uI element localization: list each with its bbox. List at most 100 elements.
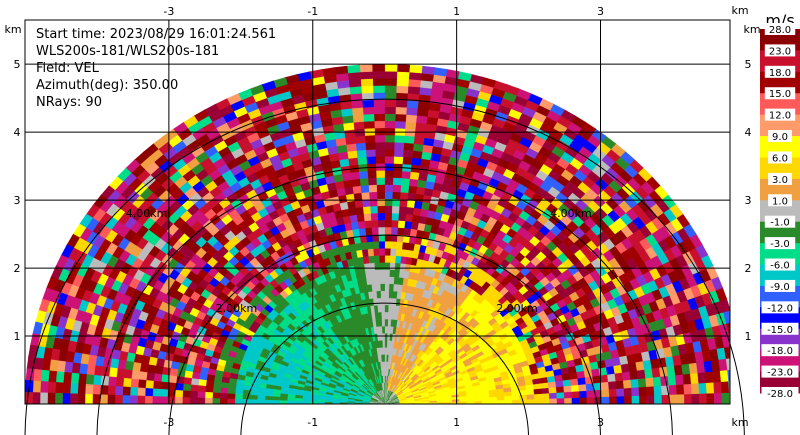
range-gate bbox=[54, 382, 64, 395]
y-tick-label-left: 3 bbox=[14, 194, 21, 207]
bottom-x-unit: km bbox=[731, 416, 748, 429]
colorbar-label-bg bbox=[761, 365, 799, 378]
colorbar-tick-label: 15.0 bbox=[769, 89, 791, 100]
range-gate bbox=[84, 393, 93, 404]
colorbar-label-bg bbox=[764, 87, 796, 100]
plot-frame bbox=[24, 19, 731, 405]
range-gate bbox=[234, 398, 243, 404]
colorbar-label-bg bbox=[764, 23, 796, 35]
range-gate bbox=[302, 401, 311, 404]
range-gate bbox=[383, 212, 392, 221]
colorbar-tick-label: 12.0 bbox=[769, 111, 791, 122]
range-gate bbox=[383, 85, 397, 93]
range-gate bbox=[144, 395, 153, 404]
colorbar-tick-label: -23.0 bbox=[767, 368, 793, 379]
range-gate bbox=[383, 127, 396, 136]
info-instrument: WLS200s-181/WLS200s-181 bbox=[36, 44, 219, 59]
range-gate bbox=[722, 308, 730, 324]
info-block: Start time: 2023/08/29 16:01:24.561 WLS2… bbox=[36, 27, 276, 110]
range-gate bbox=[47, 381, 56, 395]
range-gate bbox=[384, 297, 389, 306]
range-gate bbox=[77, 393, 86, 404]
colorbar-label-bg bbox=[764, 258, 796, 271]
colorbar-label-bg bbox=[761, 322, 799, 335]
colorbar-label-bg bbox=[768, 172, 792, 185]
range-gate bbox=[383, 255, 391, 263]
axis-ticks: -3 -3 -1 -1 1 1 3 3 1 1 2 2 3 3 4 4 5 5 bbox=[14, 5, 752, 429]
range-gate bbox=[391, 184, 402, 193]
range-gate bbox=[174, 389, 184, 399]
range-ring bbox=[240, 302, 529, 435]
range-gate bbox=[373, 141, 385, 150]
range-gate bbox=[32, 392, 41, 404]
colorbar-tick-label: -9.0 bbox=[770, 282, 790, 293]
colorbar-label-bg bbox=[761, 344, 799, 357]
range-gate bbox=[374, 170, 385, 178]
range-gate bbox=[392, 156, 404, 165]
range-gate bbox=[391, 191, 401, 200]
range-gate bbox=[129, 386, 139, 397]
range-gate bbox=[122, 386, 131, 397]
range-gate bbox=[624, 394, 633, 404]
range-gate bbox=[383, 120, 396, 129]
range-gate bbox=[374, 156, 385, 164]
range-gate bbox=[212, 398, 221, 404]
range-ring-label: 4.00km bbox=[126, 207, 168, 220]
range-gate bbox=[383, 141, 395, 150]
range-gate bbox=[129, 395, 138, 404]
range-gate bbox=[727, 368, 730, 382]
colorbar-tick-label: -6.0 bbox=[770, 261, 790, 272]
range-gate bbox=[394, 99, 408, 108]
range-gate bbox=[114, 386, 124, 397]
range-gate bbox=[725, 356, 730, 371]
range-gate bbox=[723, 344, 730, 359]
colorbar-label-bg bbox=[764, 279, 796, 292]
range-gate bbox=[317, 401, 325, 404]
right-y-unit: km bbox=[743, 23, 760, 36]
colorbar-tick-label: 23.0 bbox=[769, 46, 791, 57]
colorbar-tick-label: 1.0 bbox=[772, 196, 788, 207]
x-tick-label-bottom: 3 bbox=[597, 416, 604, 429]
range-gate bbox=[32, 380, 42, 395]
x-tick-label-bottom: -1 bbox=[307, 416, 318, 429]
info-azimuth: Azimuth(deg): 350.00 bbox=[36, 78, 178, 93]
range-gate bbox=[40, 369, 50, 384]
colorbar-label-bg bbox=[764, 215, 796, 228]
range-gate bbox=[684, 392, 693, 404]
range-ring-label: 2.00km bbox=[216, 302, 258, 315]
range-gate bbox=[359, 85, 374, 94]
range-gate bbox=[77, 383, 86, 396]
range-gate bbox=[25, 391, 33, 404]
colorbar-label-bg bbox=[768, 130, 792, 143]
colorbar-tick-label: 18.0 bbox=[769, 68, 791, 79]
range-gate bbox=[393, 113, 407, 122]
range-gate bbox=[394, 78, 409, 87]
range-gate bbox=[114, 394, 123, 404]
colorbar-label-bg bbox=[764, 44, 796, 57]
range-gate bbox=[357, 64, 373, 73]
range-gate bbox=[383, 78, 397, 86]
range-gate bbox=[227, 398, 236, 404]
range-gate bbox=[159, 396, 168, 404]
range-gate bbox=[383, 240, 391, 249]
colorbar-tick-label: -12.0 bbox=[767, 303, 793, 314]
range-gate bbox=[406, 85, 421, 95]
range-gate bbox=[370, 71, 385, 79]
top-x-unit: km bbox=[731, 4, 748, 17]
range-gate bbox=[152, 396, 161, 404]
range-gate bbox=[383, 71, 398, 79]
range-gate bbox=[383, 219, 392, 228]
range-gate bbox=[371, 85, 385, 93]
colorbar-tick-label: -15.0 bbox=[767, 325, 793, 336]
range-gate bbox=[39, 381, 49, 395]
range-gate bbox=[383, 205, 393, 214]
y-tick-label-left: 1 bbox=[14, 330, 21, 343]
range-gate bbox=[264, 399, 273, 404]
range-gate bbox=[395, 71, 410, 80]
range-gate bbox=[646, 393, 655, 404]
x-tick-label-top: -1 bbox=[307, 5, 318, 18]
range-gate bbox=[372, 106, 385, 115]
range-gate bbox=[383, 184, 394, 192]
range-gate bbox=[391, 170, 403, 179]
range-gate bbox=[107, 394, 116, 404]
